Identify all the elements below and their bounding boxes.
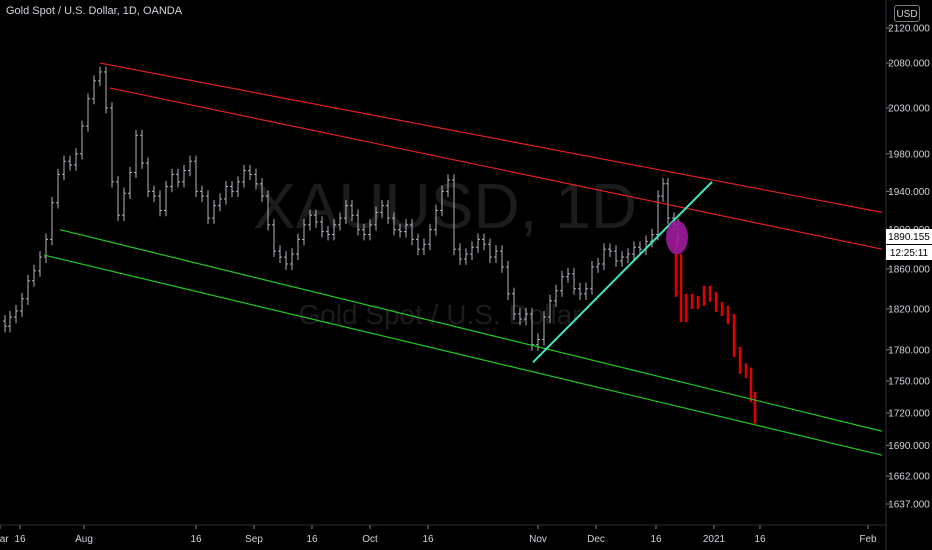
x-tick-label: 16 [190,534,202,545]
y-tick-label: 1720.000 [888,408,930,419]
channel-upper-line[interactable] [109,87,883,250]
y-tick-label: 1780.000 [888,345,930,356]
x-tick-label: Oct [362,534,378,545]
x-tick-label: Nov [529,534,547,545]
y-tick-label: 1690.000 [888,441,930,452]
projection-series [674,236,757,424]
trendline[interactable] [532,181,713,363]
channel-lower-line[interactable] [43,254,883,456]
currency-button[interactable]: USD [894,5,920,22]
y-tick-label: 1940.000 [888,187,930,198]
x-tick-label: Mar [0,534,9,545]
channel-upper-line[interactable] [99,62,883,213]
y-tick-label: 1662.000 [888,472,930,483]
x-tick-label: Sep [245,534,263,545]
y-tick-label: 1820.000 [888,304,930,315]
x-tick-label: 16 [650,534,662,545]
countdown-label: 12:25:11 [890,248,929,259]
price-series [3,66,680,351]
y-tick-label: 1860.000 [888,264,930,275]
highlight-marker [666,220,688,255]
y-tick-label: 1980.000 [888,149,930,160]
last-price-label-bg [886,229,932,244]
y-tick-label: 2030.000 [888,103,930,114]
y-tick-label: 2080.000 [888,59,930,70]
x-tick-label: 16 [422,534,434,545]
y-tick-label: 1637.000 [888,500,930,511]
x-tick-label: Dec [587,534,605,545]
marker-ellipse[interactable] [666,220,688,255]
countdown-label-bg [886,245,932,260]
price-labels: 1890.155 12:25:11 [886,229,932,260]
watermark-symbol: XAUUSD, 1D [253,170,637,242]
y-tick-label: 1750.000 [888,377,930,388]
drawing-lines [43,62,883,456]
watermark-description: Gold Spot / U.S. Dollar [298,299,581,330]
channel-lower-line[interactable] [59,229,883,432]
x-tick-label: Feb [859,534,877,545]
price-axis[interactable]: 2120.000 2080.000 2030.000 1980.000 1940.000… [885,0,930,550]
time-axis[interactable]: 16 Aug 16 Sep 16 Oct 16 Nov Dec 16 2021 16 Feb Mar [0,524,886,545]
watermark: XAUUSD, 1D Gold Spot / U.S. Dollar [253,170,637,330]
y-tick-label: 2120.000 [888,24,930,35]
chart-title: Gold Spot / U.S. Dollar, 1D, OANDA [6,5,183,17]
x-tick-label: 16 [306,534,318,545]
x-tick-label: 16 [754,534,766,545]
x-tick-label: 16 [14,534,26,545]
x-tick-label: 2021 [703,534,726,545]
x-tick-label: Aug [75,534,93,545]
last-price-label: 1890.155 [888,232,930,243]
